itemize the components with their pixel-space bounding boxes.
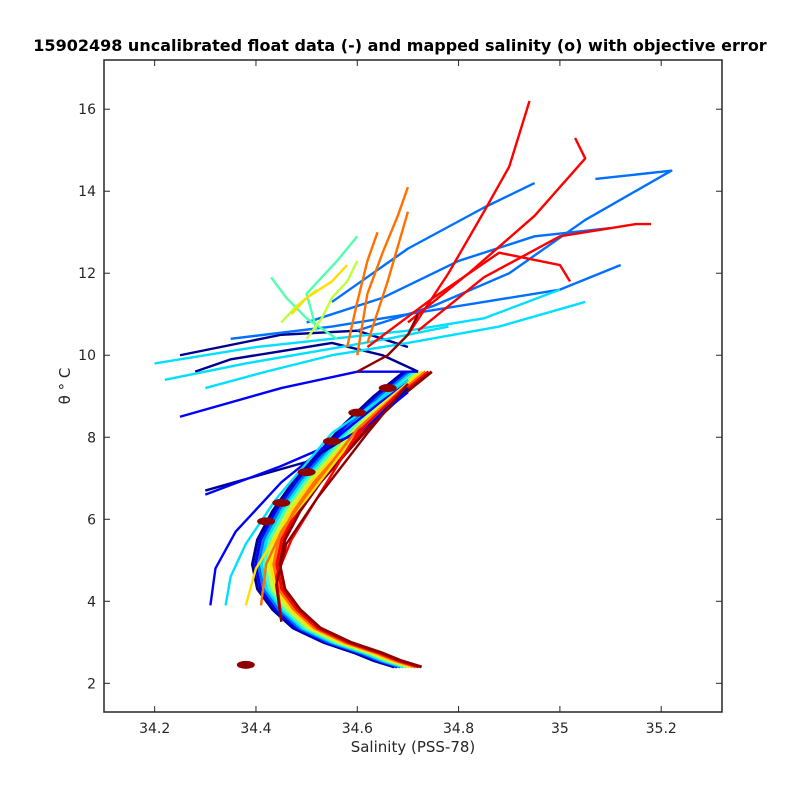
y-tick-label: 6 [87,512,96,528]
x-tick-label: 34.8 [443,721,474,737]
float-profile-line [290,264,349,316]
x-tick-label: 34.4 [240,721,271,737]
chart-title: 15902498 uncalibrated float data (-) and… [33,36,767,55]
float-profile-line [305,260,359,340]
mapped-salinity-points [236,384,397,669]
y-tick-label: 14 [78,184,96,200]
float-data-lines [154,100,673,669]
mapped-salinity-marker [348,408,367,417]
y-tick-label: 8 [87,430,96,446]
float-profile-line [204,300,586,390]
mapped-salinity-marker [257,517,276,526]
float-profile-line [305,235,359,331]
y-tick-label: 2 [87,676,96,692]
y-tick-label: 16 [78,102,96,118]
mapped-salinity-marker [378,384,397,393]
curve-band-line [278,370,433,669]
x-axis-label: Salinity (PSS-78) [351,738,476,756]
float-profile-line [356,186,410,356]
y-tick-label: 12 [78,266,96,282]
mapped-salinity-marker [272,498,291,507]
float-profile-line [366,251,572,349]
y-axis-label: θ ° C [56,368,74,405]
float-profile-line [275,383,409,622]
x-tick-label: 34.2 [139,721,170,737]
x-tick-label: 34.6 [342,721,373,737]
float-profile-line [194,341,419,373]
x-tick-label: 35.2 [646,721,677,737]
mapped-salinity-marker [322,437,341,446]
mapped-salinity-marker [236,660,255,669]
x-tick-label: 35 [551,721,569,737]
float-profile-line [179,370,419,418]
float-profile-line [366,211,410,344]
float-profile-line [356,313,420,373]
float-profile-line [356,169,673,332]
float-profile-line [345,231,379,348]
float-profile-line [407,137,587,324]
float-profile-line [406,100,531,336]
float-profile-line [417,222,652,332]
mapped-salinity-marker [297,468,316,477]
y-tick-label: 10 [78,348,96,364]
y-tick-label: 4 [87,594,96,610]
float-profile-line [331,181,536,303]
y-axis: 2 4 6 8 10 12 14 16 [78,102,722,692]
float-profile-line [259,383,409,606]
x-axis: 34.2 34.4 34.6 34.8 35 35.2 [139,60,677,737]
